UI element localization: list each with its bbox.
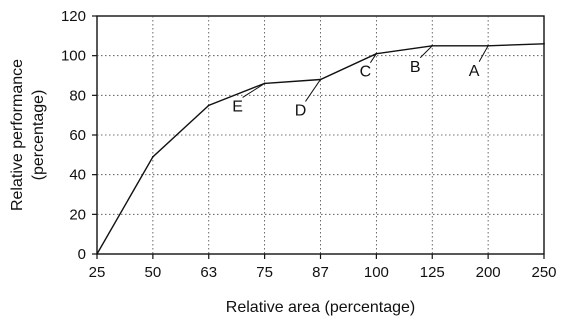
performance-data-point [543, 42, 545, 45]
y-tick-label: 40 [69, 167, 86, 184]
y-tick-label: 100 [61, 48, 86, 65]
annotation-label: E [232, 98, 243, 115]
performance-data-point [151, 155, 154, 158]
y-axis-title-line-1: Relative performance [9, 59, 26, 211]
annotation-label: C [360, 64, 372, 81]
annotation-leader-line [478, 45, 489, 62]
annotation-leader-line [242, 83, 265, 98]
annotation-leader-line [419, 45, 433, 59]
x-tick-label: 63 [200, 264, 217, 281]
x-tick-label: 200 [476, 264, 501, 281]
annotation-leader-line [305, 79, 321, 102]
x-tick-label: 125 [420, 264, 445, 281]
y-tick-label: 20 [69, 206, 86, 223]
annotation-label: A [469, 63, 480, 80]
y-axis-title-line-2: (percentage) [30, 90, 47, 181]
x-tick-label: 250 [531, 264, 556, 281]
plot-layer: 0 20 40 60 80 100 120 25 50 63 75 87 100 125 200 250 E D C… [61, 8, 557, 281]
x-tick-label: 100 [364, 264, 389, 281]
y-tick-label: 0 [78, 246, 86, 263]
annotation-label: D [295, 102, 307, 119]
annotation-label: B [410, 59, 421, 76]
x-axis-title: Relative area (percentage) [226, 299, 415, 316]
x-tick-label: 25 [89, 264, 106, 281]
plot-frame [96, 15, 545, 255]
x-tick-label: 75 [256, 264, 273, 281]
annotation-leader-line [369, 53, 377, 63]
y-tick-label: 120 [61, 8, 86, 25]
performance-data-point [207, 104, 210, 107]
x-tick-label: 87 [312, 264, 329, 281]
performance-data-point [96, 253, 98, 255]
x-tick-label: 50 [145, 264, 162, 281]
y-tick-label: 60 [69, 127, 86, 144]
y-tick-label: 80 [69, 87, 86, 104]
